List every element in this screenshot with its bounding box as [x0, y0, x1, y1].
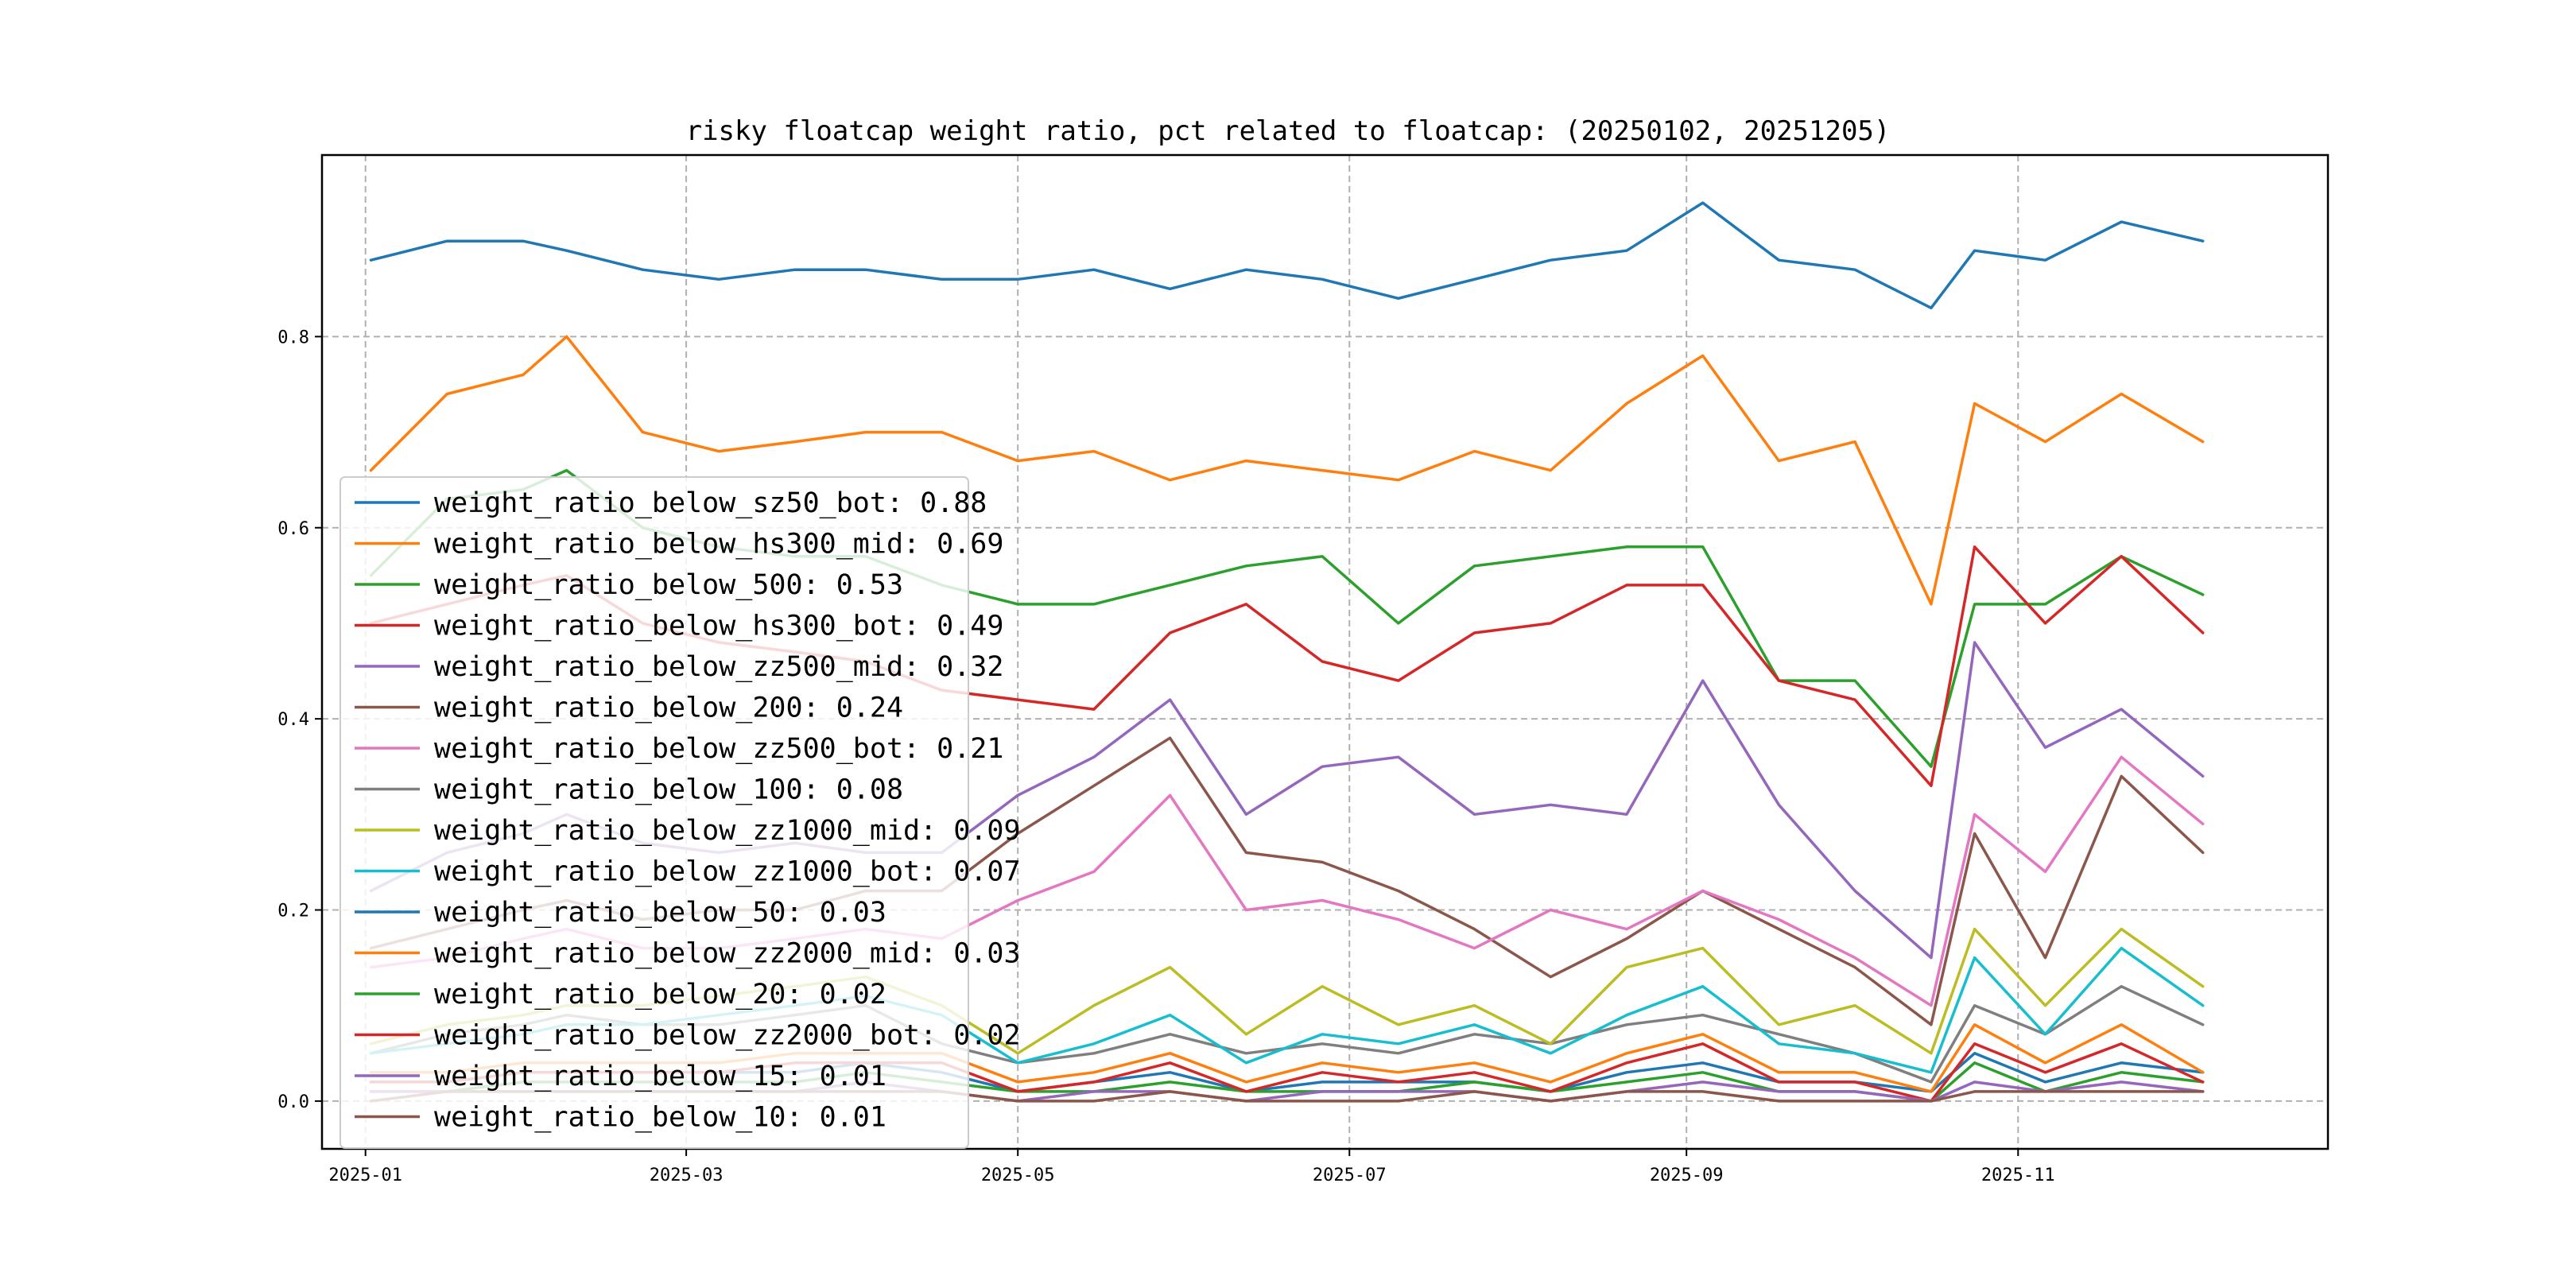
- legend-entry: weight_ratio_below_zz2000_mid: 0.03: [434, 938, 1021, 970]
- legend: weight_ratio_below_sz50_bot: 0.88 weight_…: [339, 476, 1021, 1149]
- legend-entry: weight_ratio_below_zz2000_bot: 0.02: [434, 1020, 1021, 1052]
- y-axis-ticks: 0.0 0.2 0.4 0.6 0.8: [277, 328, 322, 1112]
- legend-entry: weight_ratio_below_10: 0.01: [434, 1102, 886, 1134]
- x-tick-label: 2025-07: [1313, 1166, 1387, 1185]
- legend-entry: weight_ratio_below_500: 0.53: [434, 569, 903, 601]
- legend-entry: weight_ratio_below_15: 0.01: [434, 1061, 886, 1092]
- y-tick-label: 0.2: [277, 902, 309, 921]
- plot-frame: [320, 153, 2330, 1150]
- legend-entry: weight_ratio_below_zz1000_mid: 0.09: [434, 815, 1021, 847]
- x-tick-label: 2025-01: [328, 1166, 402, 1185]
- legend-entry: weight_ratio_below_zz500_bot: 0.21: [434, 733, 1003, 765]
- legend-entry: weight_ratio_below_200: 0.24: [434, 692, 903, 724]
- y-tick-label: 0.0: [277, 1092, 309, 1112]
- series-line-2: [369, 335, 2205, 606]
- legend-entry: weight_ratio_below_sz50_bot: 0.88: [434, 487, 987, 519]
- x-tick-label: 2025-09: [1650, 1166, 1724, 1185]
- x-tick-label: 2025-03: [650, 1166, 724, 1185]
- x-axis-ticks: 2025-01 2025-03 2025-05 2025-07 2025-09 2025-…: [328, 1149, 2055, 1185]
- x-tick-label: 2025-05: [981, 1166, 1055, 1185]
- legend-entry: weight_ratio_below_50: 0.03: [434, 897, 886, 929]
- x-tick-label: 2025-11: [1981, 1166, 2055, 1185]
- chart-title: risky floatcap weight ratio, pct related…: [686, 115, 1891, 147]
- legend-entry: weight_ratio_below_zz500_mid: 0.32: [434, 651, 1003, 683]
- legend-entry: weight_ratio_below_hs300_bot: 0.49: [434, 611, 1003, 642]
- legend-entry: weight_ratio_below_20: 0.02: [434, 979, 886, 1011]
- y-tick-label: 0.4: [277, 710, 309, 730]
- y-tick-label: 0.8: [277, 328, 309, 347]
- legend-box: [339, 476, 969, 1149]
- y-tick-label: 0.6: [277, 519, 309, 539]
- legend-entry: weight_ratio_below_zz1000_bot: 0.07: [434, 856, 1021, 888]
- series-line-1: [369, 201, 2205, 310]
- legend-entry: weight_ratio_below_hs300_mid: 0.69: [434, 529, 1003, 561]
- legend-entry: weight_ratio_below_100: 0.08: [434, 774, 903, 806]
